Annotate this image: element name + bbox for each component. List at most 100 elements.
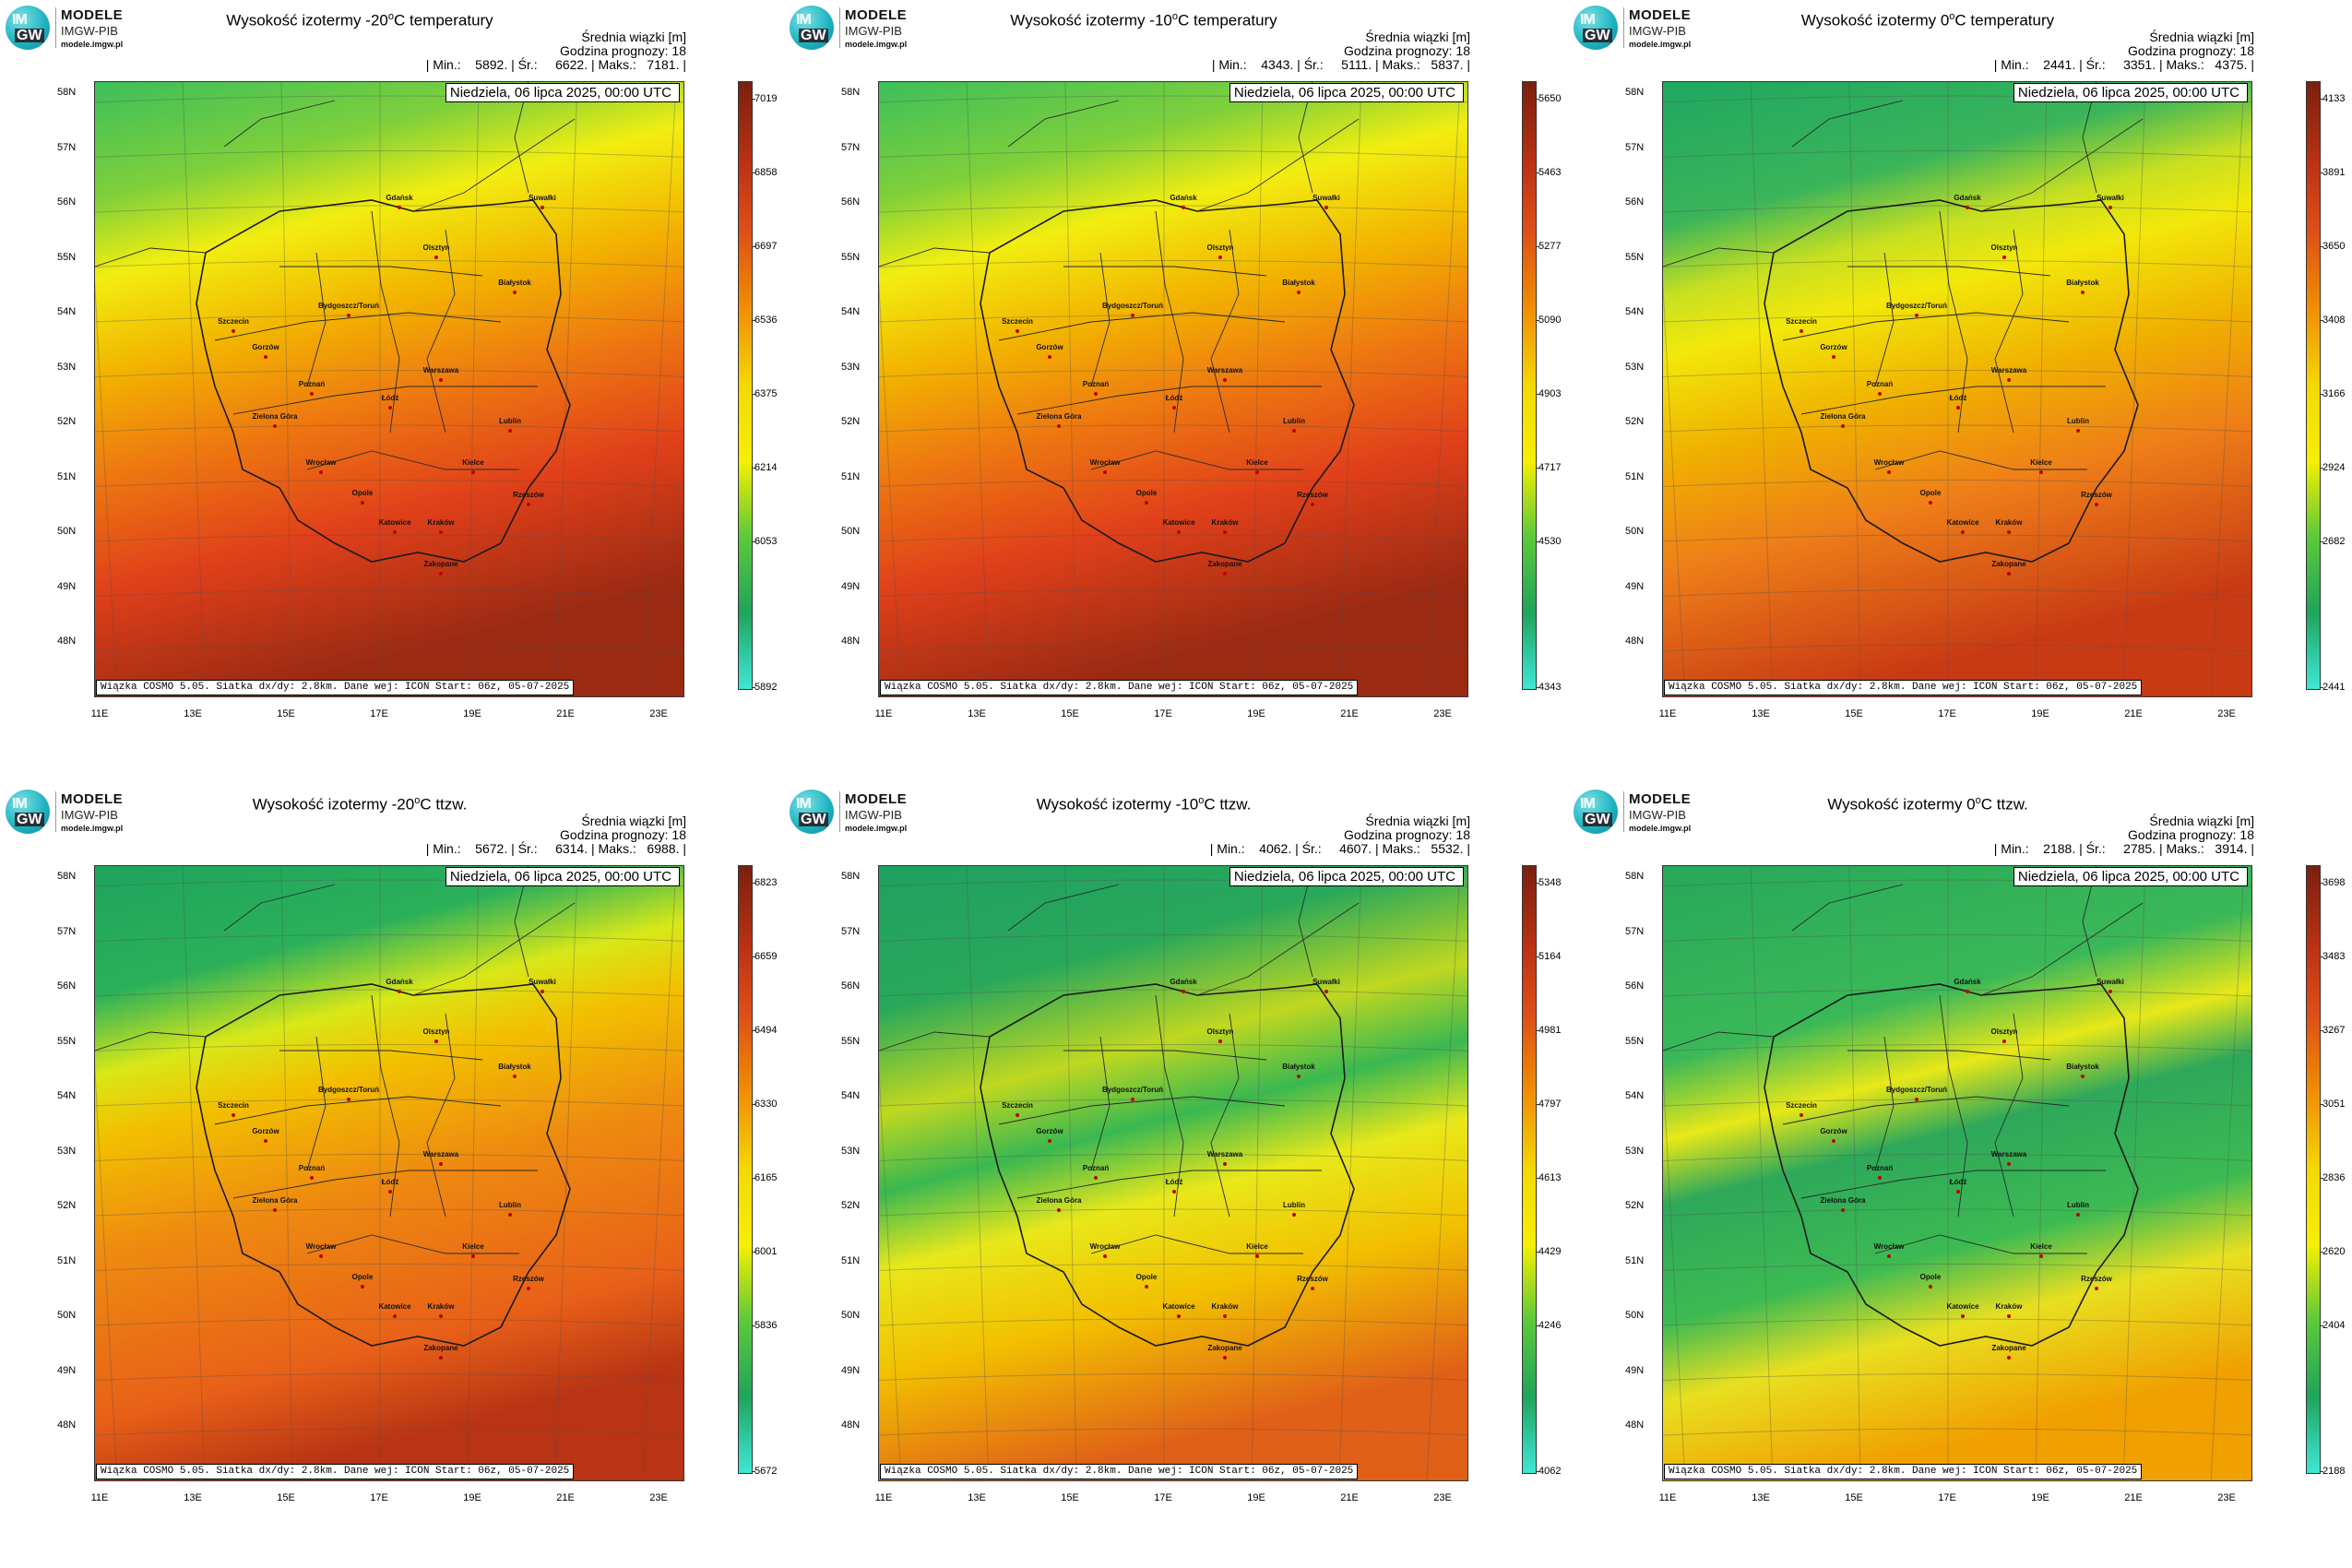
- city-label: Olsztyn: [423, 244, 450, 252]
- city-label: Opole: [1136, 1273, 1158, 1281]
- city-label: Katowice: [378, 1302, 411, 1311]
- date-box: Niedziela, 06 lipca 2025, 00:00 UTC: [1229, 867, 1464, 886]
- latitude-gridline: [1663, 644, 2251, 652]
- city-marker: [1966, 206, 1969, 209]
- voivodeship-border: [1090, 252, 1111, 387]
- city-marker: [1177, 530, 1181, 534]
- latitude-label: 55N: [57, 251, 77, 263]
- latitude-label: 52N: [841, 416, 861, 427]
- latitude-gridline: [95, 1318, 683, 1326]
- latitude-gridline: [1663, 589, 2251, 597]
- latitude-label: 53N: [57, 1145, 77, 1157]
- longitude-label: 11E: [1658, 708, 1677, 719]
- colorbar: [1522, 81, 1537, 690]
- colorbar-tick: [752, 1252, 755, 1253]
- panel-title: Wysokość izotermy 0oC ttzw.: [1827, 795, 2028, 814]
- city-marker: [319, 1254, 323, 1258]
- imgw-badge-icon: IM GW: [1574, 6, 1618, 50]
- longitude-label: 11E: [90, 1492, 109, 1503]
- city-label: Wrocław: [306, 458, 338, 467]
- latitude-label: 57N: [841, 141, 861, 153]
- city-label: Zielona Góra: [1037, 412, 1082, 421]
- colorbar-tick: [2320, 1104, 2323, 1105]
- longitude-label: 11E: [874, 708, 893, 719]
- latitude-label: 50N: [57, 526, 77, 537]
- latitude-gridline: [1663, 534, 2251, 542]
- city-label: Gorzów: [1820, 1127, 1847, 1135]
- voivodeship-border: [1090, 450, 1303, 470]
- longitude-gridline: [1750, 866, 1774, 1480]
- city-marker: [361, 501, 364, 505]
- voivodeship-border: [1994, 1013, 2024, 1218]
- latitude-gridline: [95, 644, 683, 652]
- coastline: [95, 82, 576, 267]
- imgw-badge-icon: IM GW: [6, 790, 50, 834]
- stats-block: Średnia wiązki [m] Godzina prognozy: 18 …: [1212, 30, 1470, 72]
- map-area: Gdańsk Suwałki Olsztyn Szczecin Białystok Byd…: [94, 81, 684, 697]
- forecast-hour: Godzina prognozy: 18: [2128, 43, 2254, 58]
- city-marker: [513, 291, 517, 294]
- colorbar-tick: [752, 1471, 755, 1472]
- stats-block: Średnia wiązki [m] Godzina prognozy: 18 …: [1210, 814, 1470, 856]
- city-label: Opole: [1920, 1273, 1942, 1281]
- latitude-gridline: [1663, 1099, 2251, 1107]
- latitude-gridline: [1663, 1264, 2251, 1271]
- city-marker: [2007, 1356, 2011, 1360]
- stats-block: Średnia wiązki [m] Godzina prognozy: 18 …: [426, 814, 686, 856]
- longitude-gridline: [2035, 866, 2048, 1480]
- colorbar-label: 5463: [1538, 167, 1562, 178]
- longitude-label: 11E: [90, 708, 109, 719]
- isotherm-field: [1663, 82, 2251, 696]
- city-label: Szczecin: [1002, 317, 1033, 326]
- latitude-label: 52N: [841, 1200, 861, 1211]
- stats-block: Średnia wiązki [m] Godzina prognozy: 18 …: [1994, 30, 2254, 72]
- map-panel-5: IM GW MODELE IMGW-PIB modele.imgw.pl Wys…: [784, 784, 1568, 1568]
- colorbar-tick: [1536, 320, 1539, 321]
- city-marker: [1218, 1039, 1222, 1043]
- forecast-hour: Godzina prognozy: 18: [1344, 43, 1470, 58]
- map-area: Gdańsk Suwałki Olsztyn Szczecin Białystok Byd…: [94, 865, 684, 1481]
- city-label: Olsztyn: [1991, 244, 2018, 252]
- colorbar-tick: [752, 246, 755, 247]
- city-marker: [1172, 1190, 1176, 1194]
- map-field: Gdańsk Suwałki Olsztyn Szczecin Białystok Byd…: [95, 866, 683, 1480]
- coastline: [1663, 866, 2144, 1051]
- city-label: Katowice: [1162, 518, 1195, 527]
- colorbar-tick: [2320, 687, 2323, 688]
- longitude-gridline: [95, 1063, 118, 1480]
- city-label: Kielce: [1246, 458, 1268, 467]
- city-label: Suwałki: [2097, 978, 2124, 986]
- latitude-label: 52N: [57, 416, 77, 427]
- longitude-gridline: [1848, 82, 1861, 696]
- colorbar-tick: [1536, 687, 1539, 688]
- latitude-label: 56N: [57, 980, 77, 992]
- city-label: Olsztyn: [1991, 1028, 2018, 1036]
- colorbar-label: 4343: [1538, 682, 1562, 693]
- latitude-label: 54N: [841, 1090, 861, 1101]
- longitude-gridline: [1251, 82, 1264, 696]
- colorbar-tick: [752, 99, 755, 100]
- isotherm-field: [95, 82, 683, 696]
- colorbar-label: 3891: [2322, 167, 2346, 178]
- forecast-hour: Godzina prognozy: 18: [1344, 827, 1470, 842]
- latitude-label: 57N: [57, 141, 77, 153]
- colorbar-label: 4133: [2322, 93, 2346, 104]
- city-marker: [1223, 1314, 1227, 1318]
- city-label: Zielona Góra: [253, 412, 298, 421]
- latitude-label: 58N: [841, 871, 861, 882]
- logo-text: MODELE IMGW-PIB modele.imgw.pl: [839, 791, 907, 833]
- city-label: Katowice: [1162, 1302, 1195, 1311]
- longitude-gridline: [2122, 82, 2146, 696]
- longitude-gridline: [966, 82, 990, 696]
- colorbar: [1522, 865, 1537, 1474]
- longitude-label: 19E: [2031, 708, 2049, 719]
- longitude-label: 23E: [1433, 708, 1452, 719]
- colorbar-tick: [2320, 956, 2323, 957]
- colorbar-label: 4717: [1538, 462, 1562, 473]
- colorbar-tick: [1536, 246, 1539, 247]
- colorbar-tick: [752, 541, 755, 542]
- latitude-gridline: [879, 1208, 1467, 1217]
- coastline: [879, 82, 1360, 267]
- footer-box: Wiązka COSMO 5.05. Siatka dx/dy: 2.8km. …: [880, 1464, 1359, 1479]
- city-marker: [1103, 470, 1107, 474]
